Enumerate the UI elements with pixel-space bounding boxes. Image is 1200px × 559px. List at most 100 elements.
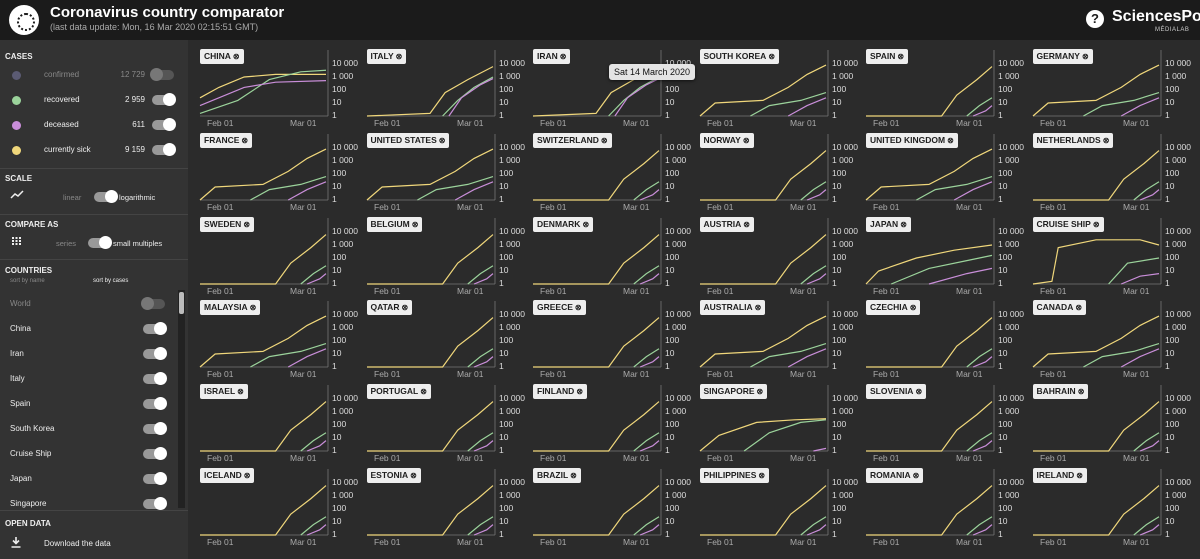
country-pill[interactable]: AUSTRIA ⊗ bbox=[699, 216, 754, 232]
country-pill[interactable]: ICELAND ⊗ bbox=[200, 468, 255, 483]
country-pill[interactable]: NORWAY ⊗ bbox=[699, 132, 754, 148]
remove-icon[interactable]: ⊗ bbox=[742, 135, 750, 145]
case-row-recovered[interactable]: recovered 2 959 bbox=[0, 90, 188, 110]
remove-icon[interactable]: ⊗ bbox=[559, 52, 567, 61]
country-pill[interactable]: FRANCE ⊗ bbox=[200, 132, 253, 148]
remove-icon[interactable]: ⊗ bbox=[574, 303, 582, 313]
country-pill[interactable]: BRAZIL ⊗ bbox=[533, 468, 581, 483]
country-pill[interactable]: SWEDEN ⊗ bbox=[200, 216, 255, 232]
country-pill[interactable]: CRUISE SHIP ⊗ bbox=[1032, 216, 1104, 232]
remove-icon[interactable]: ⊗ bbox=[900, 219, 907, 229]
remove-icon[interactable]: ⊗ bbox=[1077, 387, 1085, 397]
country-pill[interactable]: QATAR ⊗ bbox=[366, 300, 413, 316]
case-toggle[interactable] bbox=[152, 118, 176, 131]
country-pill[interactable]: SPAIN ⊗ bbox=[866, 49, 909, 64]
remove-icon[interactable]: ⊗ bbox=[912, 471, 920, 480]
country-row[interactable]: Iran bbox=[0, 342, 178, 366]
download-data-link[interactable]: Download the data bbox=[44, 539, 111, 548]
remove-icon[interactable]: ⊗ bbox=[420, 387, 427, 397]
sort-by-name-button[interactable]: sort by name bbox=[10, 278, 45, 284]
scale-toggle[interactable] bbox=[94, 190, 118, 203]
country-pill[interactable]: MALAYSIA ⊗ bbox=[200, 300, 261, 316]
remove-icon[interactable]: ⊗ bbox=[395, 52, 403, 61]
download-icon[interactable] bbox=[11, 537, 21, 548]
country-toggle[interactable] bbox=[143, 447, 167, 460]
country-pill[interactable]: SLOVENIA ⊗ bbox=[866, 384, 927, 400]
country-pill[interactable]: SINGAPORE ⊗ bbox=[699, 384, 768, 400]
country-pill[interactable]: GERMANY ⊗ bbox=[1032, 49, 1093, 64]
case-row-deceased[interactable]: deceased 611 bbox=[0, 115, 188, 135]
help-icon[interactable]: ? bbox=[1086, 10, 1104, 28]
country-toggle[interactable] bbox=[143, 322, 167, 335]
remove-icon[interactable]: ⊗ bbox=[249, 303, 257, 313]
country-pill[interactable]: ISRAEL ⊗ bbox=[200, 384, 248, 400]
remove-icon[interactable]: ⊗ bbox=[1102, 135, 1110, 145]
country-pill[interactable]: BELGIUM ⊗ bbox=[366, 216, 423, 232]
country-toggle[interactable] bbox=[141, 297, 165, 310]
country-pill[interactable]: FINLAND ⊗ bbox=[533, 384, 588, 400]
case-toggle[interactable] bbox=[152, 93, 176, 106]
case-toggle[interactable] bbox=[150, 68, 174, 81]
remove-icon[interactable]: ⊗ bbox=[909, 303, 917, 313]
remove-icon[interactable]: ⊗ bbox=[743, 219, 750, 229]
country-row[interactable]: Spain bbox=[0, 392, 178, 416]
country-toggle[interactable] bbox=[143, 347, 167, 360]
remove-icon[interactable]: ⊗ bbox=[756, 387, 764, 397]
remove-icon[interactable]: ⊗ bbox=[758, 471, 766, 480]
country-pill[interactable]: AUSTRALIA ⊗ bbox=[699, 300, 766, 316]
country-row[interactable]: Japan bbox=[0, 467, 178, 491]
country-toggle[interactable] bbox=[143, 397, 167, 410]
sort-by-cases-button[interactable]: sort by cases bbox=[93, 278, 129, 284]
remove-icon[interactable]: ⊗ bbox=[947, 135, 954, 145]
remove-icon[interactable]: ⊗ bbox=[897, 52, 905, 61]
country-row[interactable]: Cruise Ship bbox=[0, 442, 178, 466]
country-toggle[interactable] bbox=[143, 497, 167, 510]
remove-icon[interactable]: ⊗ bbox=[754, 303, 762, 313]
country-toggle[interactable] bbox=[143, 472, 167, 485]
remove-icon[interactable]: ⊗ bbox=[1075, 303, 1083, 313]
country-row[interactable]: Singapore bbox=[0, 492, 178, 510]
country-pill[interactable]: ROMANIA ⊗ bbox=[866, 468, 924, 483]
country-pill[interactable]: NETHERLANDS ⊗ bbox=[1032, 132, 1114, 148]
remove-icon[interactable]: ⊗ bbox=[243, 219, 251, 229]
country-pill[interactable]: CZECHIA ⊗ bbox=[866, 300, 921, 316]
country-toggle[interactable] bbox=[143, 372, 167, 385]
compare-toggle[interactable] bbox=[88, 236, 112, 249]
country-pill[interactable]: PHILIPPINES ⊗ bbox=[699, 468, 770, 483]
country-pill[interactable]: CANADA ⊗ bbox=[1032, 300, 1087, 316]
country-list-scrollbar[interactable] bbox=[178, 290, 185, 508]
remove-icon[interactable]: ⊗ bbox=[243, 471, 251, 480]
remove-icon[interactable]: ⊗ bbox=[1076, 471, 1083, 480]
country-pill[interactable]: SWITZERLAND ⊗ bbox=[533, 132, 612, 148]
country-toggle[interactable] bbox=[143, 422, 167, 435]
country-pill[interactable]: DENMARK ⊗ bbox=[533, 216, 594, 232]
remove-icon[interactable]: ⊗ bbox=[582, 219, 590, 229]
case-toggle[interactable] bbox=[152, 143, 176, 156]
country-row[interactable]: China bbox=[0, 317, 178, 341]
country-row[interactable]: Italy bbox=[0, 367, 178, 391]
country-pill[interactable]: UNITED STATES ⊗ bbox=[366, 132, 450, 148]
remove-icon[interactable]: ⊗ bbox=[768, 52, 776, 61]
country-pill[interactable]: PORTUGAL ⊗ bbox=[366, 384, 431, 400]
country-pill[interactable]: CHINA ⊗ bbox=[200, 49, 244, 64]
country-pill[interactable]: ESTONIA ⊗ bbox=[366, 468, 421, 483]
country-pill[interactable]: SOUTH KOREA ⊗ bbox=[699, 49, 780, 64]
case-row-confirmed[interactable]: confirmed 12 729 bbox=[0, 65, 188, 85]
country-pill[interactable]: ITALY ⊗ bbox=[366, 49, 407, 64]
remove-icon[interactable]: ⊗ bbox=[237, 387, 244, 397]
country-pill[interactable]: JAPAN ⊗ bbox=[866, 216, 911, 232]
country-pill[interactable]: BAHRAIN ⊗ bbox=[1032, 384, 1089, 400]
remove-icon[interactable]: ⊗ bbox=[915, 387, 923, 397]
remove-icon[interactable]: ⊗ bbox=[438, 135, 446, 145]
country-pill[interactable]: UNITED KINGDOM ⊗ bbox=[866, 132, 958, 148]
remove-icon[interactable]: ⊗ bbox=[576, 387, 584, 397]
remove-icon[interactable]: ⊗ bbox=[241, 135, 249, 145]
remove-icon[interactable]: ⊗ bbox=[411, 219, 419, 229]
country-row[interactable]: South Korea bbox=[0, 417, 178, 441]
brand-logo[interactable]: SciencesPo bbox=[1112, 8, 1200, 25]
remove-icon[interactable]: ⊗ bbox=[600, 135, 608, 145]
remove-icon[interactable]: ⊗ bbox=[570, 471, 577, 480]
remove-icon[interactable]: ⊗ bbox=[1092, 219, 1100, 229]
country-row[interactable]: World bbox=[0, 292, 178, 316]
country-pill[interactable]: GREECE ⊗ bbox=[533, 300, 586, 316]
